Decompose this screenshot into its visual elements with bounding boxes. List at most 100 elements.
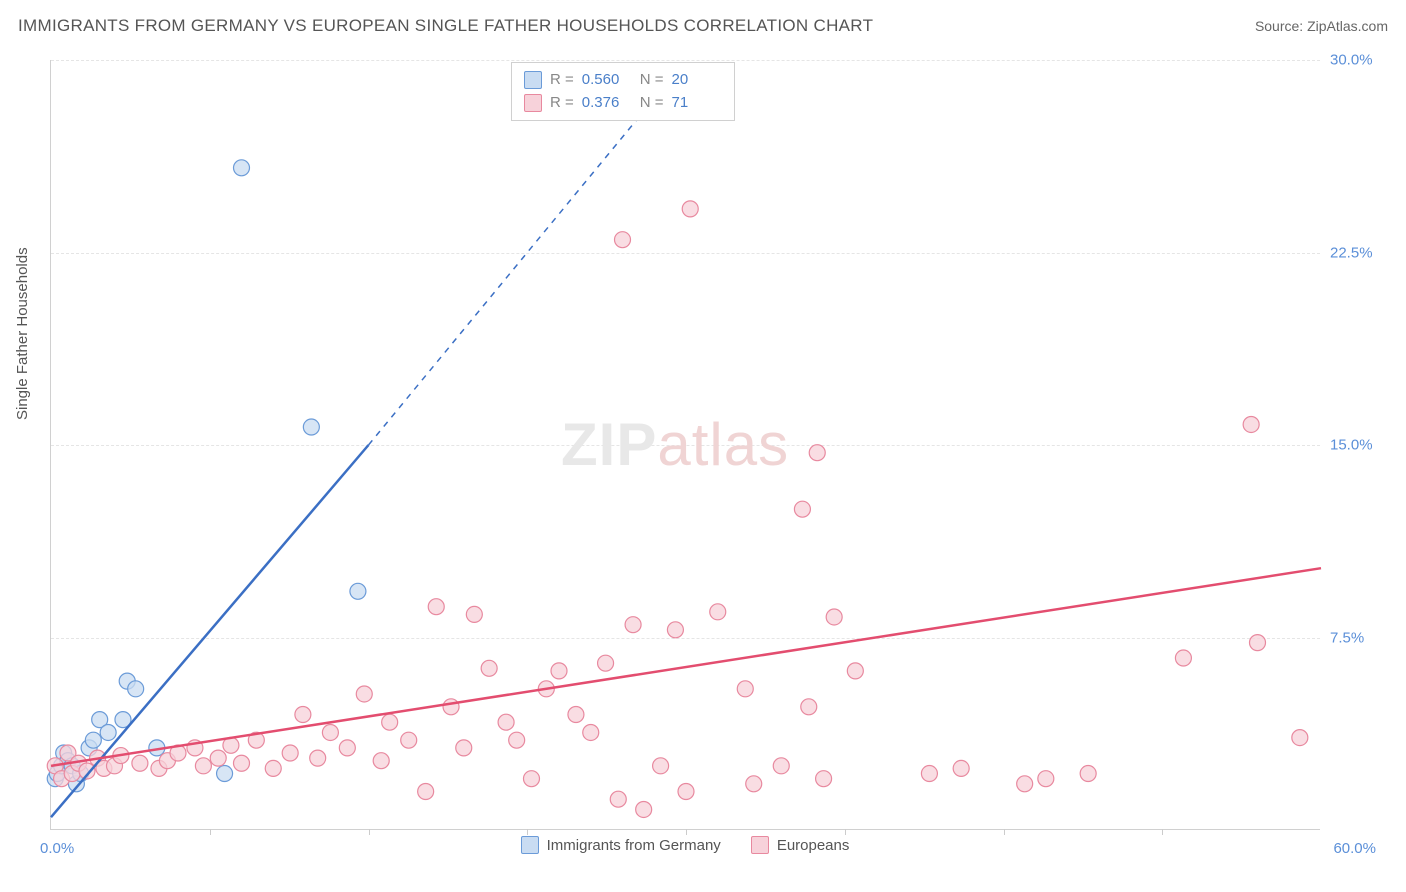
data-point: [678, 784, 694, 800]
chart-svg: [51, 60, 1320, 829]
data-point: [1080, 766, 1096, 782]
x-tick: [527, 829, 528, 835]
data-point: [234, 755, 250, 771]
legend-swatch: [751, 836, 769, 854]
data-point: [356, 686, 372, 702]
data-point: [350, 583, 366, 599]
data-point: [85, 732, 101, 748]
data-point: [456, 740, 472, 756]
data-point: [401, 732, 417, 748]
data-point: [1250, 635, 1266, 651]
data-point: [1038, 771, 1054, 787]
data-point: [826, 609, 842, 625]
data-point: [373, 753, 389, 769]
data-point: [310, 750, 326, 766]
data-point: [809, 445, 825, 461]
stats-n-label: N =: [640, 69, 664, 92]
data-point: [583, 724, 599, 740]
regression-line: [51, 568, 1321, 766]
x-tick: [1162, 829, 1163, 835]
data-point: [551, 663, 567, 679]
stats-row: R = 0.560 N = 20: [524, 69, 722, 92]
data-point: [322, 724, 338, 740]
chart-header: IMMIGRANTS FROM GERMANY VS EUROPEAN SING…: [18, 16, 1388, 36]
legend-item: Europeans: [751, 836, 850, 854]
stats-n-value: 20: [672, 69, 722, 92]
data-point: [295, 707, 311, 723]
data-point: [816, 771, 832, 787]
data-point: [1017, 776, 1033, 792]
legend-item: Immigrants from Germany: [521, 836, 721, 854]
data-point: [801, 699, 817, 715]
y-tick-label: 15.0%: [1330, 437, 1373, 454]
stats-n-label: N =: [640, 92, 664, 115]
data-point: [132, 755, 148, 771]
data-point: [128, 681, 144, 697]
data-point: [1292, 730, 1308, 746]
data-point: [636, 801, 652, 817]
x-tick: [1004, 829, 1005, 835]
stats-r-label: R =: [550, 92, 574, 115]
x-axis-max: 60.0%: [1333, 840, 1376, 857]
data-point: [217, 766, 233, 782]
stats-r-value: 0.560: [582, 69, 632, 92]
stats-row: R = 0.376 N = 71: [524, 92, 722, 115]
data-point: [443, 699, 459, 715]
data-point: [234, 160, 250, 176]
data-point: [282, 745, 298, 761]
legend-swatch: [524, 94, 542, 112]
data-point: [598, 655, 614, 671]
data-point: [466, 606, 482, 622]
plot-area: ZIPatlas R =0.560N =20R =0.376N =71: [50, 60, 1320, 830]
bottom-legend: Immigrants from Germany Europeans: [50, 836, 1320, 854]
data-point: [953, 760, 969, 776]
legend-label: Europeans: [777, 837, 850, 854]
data-point: [667, 622, 683, 638]
stats-box: R = 0.560 N = 20 R = 0.376 N = 71: [511, 62, 735, 121]
data-point: [498, 714, 514, 730]
data-point: [847, 663, 863, 679]
data-point: [746, 776, 762, 792]
stats-r-value: 0.376: [582, 92, 632, 115]
stats-n-value: 71: [672, 92, 722, 115]
data-point: [418, 784, 434, 800]
chart-title: IMMIGRANTS FROM GERMANY VS EUROPEAN SING…: [18, 16, 873, 36]
data-point: [653, 758, 669, 774]
data-point: [625, 617, 641, 633]
data-point: [921, 766, 937, 782]
x-tick: [210, 829, 211, 835]
x-tick: [845, 829, 846, 835]
y-axis-label: Single Father Households: [14, 247, 31, 420]
regression-line-extrapolated: [369, 111, 644, 445]
data-point: [615, 232, 631, 248]
data-point: [523, 771, 539, 787]
data-point: [1175, 650, 1191, 666]
x-tick: [686, 829, 687, 835]
data-point: [737, 681, 753, 697]
source-attribution: Source: ZipAtlas.com: [1255, 18, 1388, 34]
data-point: [195, 758, 211, 774]
legend-swatch: [524, 71, 542, 89]
data-point: [339, 740, 355, 756]
data-point: [773, 758, 789, 774]
data-point: [382, 714, 398, 730]
data-point: [794, 501, 810, 517]
data-point: [303, 419, 319, 435]
stats-r-label: R =: [550, 69, 574, 92]
data-point: [428, 599, 444, 615]
data-point: [710, 604, 726, 620]
x-tick: [369, 829, 370, 835]
legend-swatch: [521, 836, 539, 854]
y-tick-label: 7.5%: [1330, 629, 1364, 646]
y-tick-label: 30.0%: [1330, 52, 1373, 69]
data-point: [682, 201, 698, 217]
data-point: [100, 724, 116, 740]
data-point: [610, 791, 626, 807]
data-point: [568, 707, 584, 723]
data-point: [1243, 416, 1259, 432]
data-point: [210, 750, 226, 766]
y-tick-label: 22.5%: [1330, 244, 1373, 261]
legend-label: Immigrants from Germany: [547, 837, 721, 854]
data-point: [509, 732, 525, 748]
data-point: [481, 660, 497, 676]
